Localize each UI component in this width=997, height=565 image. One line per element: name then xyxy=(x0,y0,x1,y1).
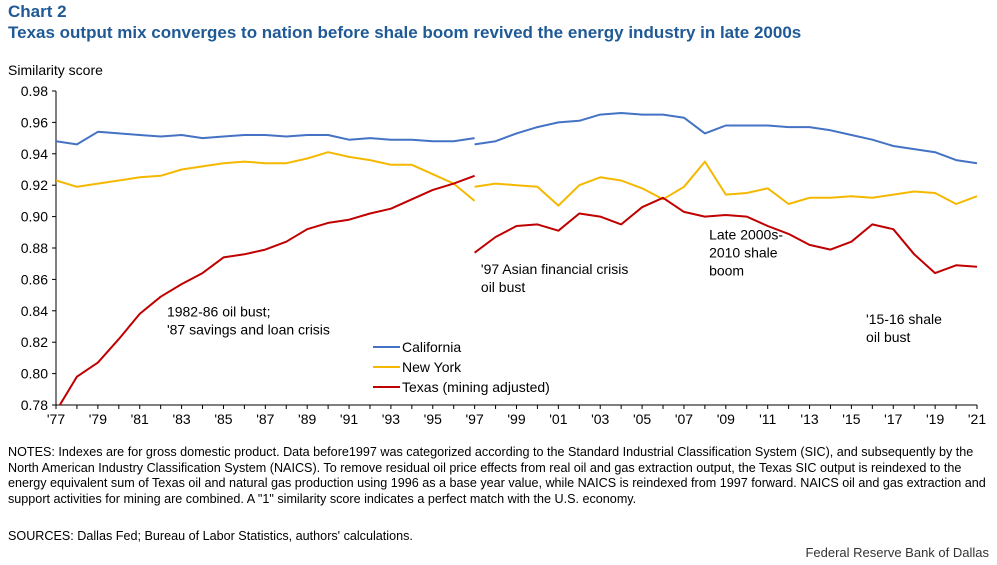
x-tick-label: '03 xyxy=(591,411,609,427)
annotation-label: boom xyxy=(709,262,744,278)
y-tick-label: 0.88 xyxy=(21,240,48,256)
series-line-texas xyxy=(474,196,978,275)
y-tick-label: 0.96 xyxy=(21,114,48,130)
x-tick-label: '19 xyxy=(926,411,944,427)
x-tick-label: '13 xyxy=(800,411,818,427)
y-tick-label: 0.92 xyxy=(21,177,48,193)
y-tick-label: 0.84 xyxy=(21,303,48,319)
notes-text: NOTES: Indexes are for gross domestic pr… xyxy=(8,445,986,506)
series-line-new xyxy=(474,160,978,207)
legend-label: California xyxy=(402,339,461,355)
notes: NOTES: Indexes are for gross domestic pr… xyxy=(8,445,993,507)
annotation-label: 2010 shale xyxy=(709,244,778,260)
series-line-texas xyxy=(58,174,475,405)
series-line-california xyxy=(56,130,475,146)
annotation-label: oil bust xyxy=(866,329,910,345)
x-tick-label: '01 xyxy=(549,411,567,427)
annotation-label: '87 savings and loan crisis xyxy=(167,321,330,337)
x-tick-label: '91 xyxy=(340,411,358,427)
y-tick-label: 0.78 xyxy=(21,397,48,413)
y-tick-label: 0.94 xyxy=(21,146,48,162)
x-tick-label: '89 xyxy=(298,411,316,427)
annotation-label: oil bust xyxy=(481,279,525,295)
annotation-label: '15-16 shale xyxy=(866,311,942,327)
x-tick-label: '07 xyxy=(675,411,693,427)
y-tick-label: 0.86 xyxy=(21,271,48,287)
annotation-label: Late 2000s- xyxy=(709,226,783,242)
legend-label: Texas (mining adjusted) xyxy=(402,379,550,395)
x-tick-label: '15 xyxy=(842,411,860,427)
chart-label: Chart 2 xyxy=(8,2,67,21)
x-tick-label: '17 xyxy=(884,411,902,427)
x-tick-label: '21 xyxy=(968,411,986,427)
x-tick-label: '11 xyxy=(759,411,776,427)
x-tick-label: '95 xyxy=(424,411,442,427)
legend-label: New York xyxy=(402,359,462,375)
y-axis-label: Similarity score xyxy=(8,62,103,78)
sources: SOURCES: Dallas Fed; Bureau of Labor Sta… xyxy=(8,529,413,543)
x-tick-label: '83 xyxy=(172,411,190,427)
line-chart: 0.78 0.80 0.82 0.84 0.86 0.88 0.90 0.92 0.94 0.96… xyxy=(21,83,987,427)
annotation-label: '97 Asian financial crisis xyxy=(481,261,628,277)
y-tick-label: 0.90 xyxy=(21,209,48,225)
x-tick-label: '77 xyxy=(47,411,65,427)
series-line-california xyxy=(474,112,978,165)
x-tick-label: '05 xyxy=(633,411,651,427)
annotation-label: 1982-86 oil bust; xyxy=(167,303,271,319)
y-tick-label: 0.82 xyxy=(21,334,48,350)
x-tick-label: '97 xyxy=(466,411,484,427)
x-tick-label: '79 xyxy=(89,411,107,427)
y-tick-label: 0.98 xyxy=(21,83,48,99)
series-line-new xyxy=(56,151,476,202)
y-tick-label: 0.80 xyxy=(21,366,48,382)
x-tick-label: '85 xyxy=(214,411,232,427)
x-tick-label: '09 xyxy=(717,411,735,427)
chart-title: Texas output mix converges to nation bef… xyxy=(8,23,802,42)
x-tick-label: '87 xyxy=(256,411,274,427)
x-tick-label: '99 xyxy=(507,411,525,427)
credit: Federal Reserve Bank of Dallas xyxy=(805,545,989,560)
x-tick-label: '81 xyxy=(131,411,149,427)
x-tick-label: '93 xyxy=(382,411,400,427)
